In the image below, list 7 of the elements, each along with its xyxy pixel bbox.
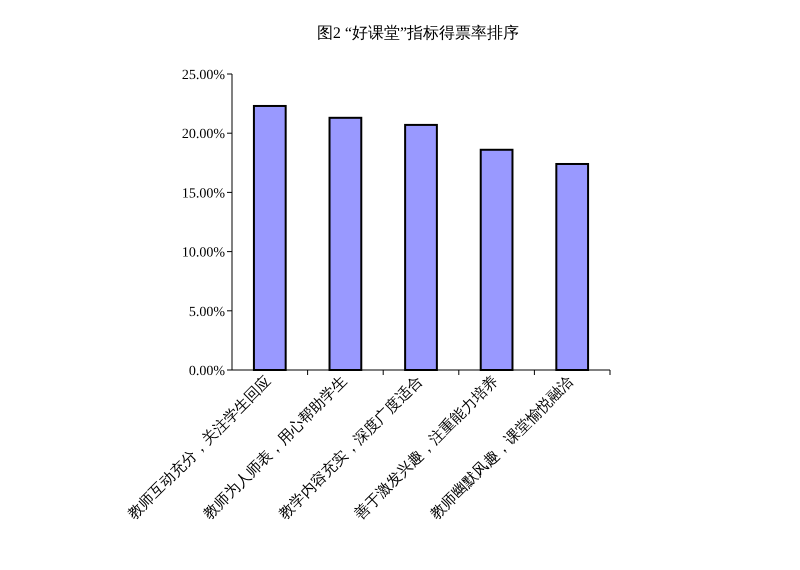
y-tick-label: 25.00% (182, 68, 226, 83)
y-tick-label: 10.00% (182, 246, 226, 261)
y-tick-label: 0.00% (188, 364, 226, 379)
y-tick-label: 5.00% (188, 304, 226, 320)
y-tick-label: 20.00% (182, 127, 226, 142)
chart-title: 图2 “好课堂”指标得票率排序 (316, 24, 520, 42)
y-tick-label: 15.00% (182, 186, 226, 202)
